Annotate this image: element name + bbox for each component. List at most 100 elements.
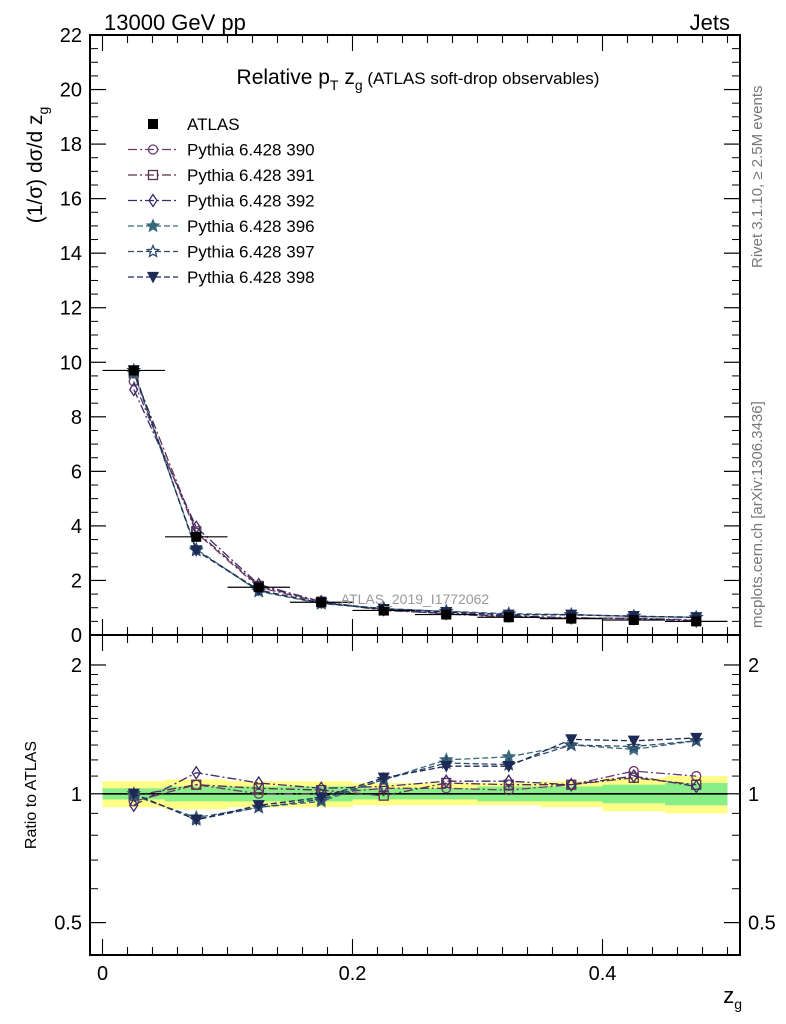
ratio-series-marker	[502, 761, 515, 773]
ratio-series-group	[126, 732, 704, 827]
x-tick-label: 0.4	[589, 963, 617, 985]
legend-label: Pythia 6.428 392	[187, 192, 315, 211]
ratio-series-marker	[565, 734, 578, 746]
ratio-series-marker	[628, 768, 639, 784]
ratio-series-marker	[315, 792, 328, 804]
header-right: Jets	[690, 10, 730, 35]
x-tick-label: 0.2	[339, 963, 367, 985]
legend-data-marker	[148, 119, 158, 129]
ratio-series-marker	[127, 788, 140, 801]
ratio-series-marker	[253, 783, 264, 794]
main-series-5	[126, 362, 704, 624]
ratio-series-marker	[253, 775, 264, 791]
main-y-tick-label: 6	[71, 461, 82, 483]
main-data-points	[102, 365, 728, 627]
ratio-series-marker	[440, 761, 453, 773]
ratio-series-marker	[503, 774, 514, 789]
ratio-y-tick-label: 0.5	[54, 913, 82, 935]
main-y-tick-label: 2	[71, 570, 82, 592]
ratio-series-marker	[378, 790, 389, 801]
x-axis-label: zg	[723, 983, 742, 1012]
ratio-series-6	[127, 732, 703, 827]
legend-label: Pythia 6.428 391	[187, 166, 315, 185]
ratio-series-marker	[691, 779, 702, 794]
ratio-series-marker	[190, 814, 203, 827]
main-series-2	[128, 368, 702, 626]
legend-label: Pythia 6.428 390	[187, 141, 315, 160]
analysis-watermark: ATLAS_2019_I1772062	[341, 591, 490, 607]
main-y-tick-label: 18	[60, 134, 82, 156]
legend-marker	[145, 243, 161, 258]
ratio-series-marker	[627, 735, 640, 748]
legend-entry-3: Pythia 6.428 392	[128, 192, 315, 211]
ratio-y-tick-label-right: 0.5	[748, 913, 776, 935]
ratio-series-marker	[503, 779, 514, 790]
ratio-series-marker	[690, 732, 703, 745]
main-title: Relative pT zg (ATLAS soft-drop observab…	[237, 66, 600, 93]
ratio-y-axis-label: Ratio to ATLAS	[23, 741, 40, 849]
main-series-line	[133, 370, 697, 619]
main-x-ticks	[101, 35, 729, 635]
main-series-group	[102, 362, 728, 628]
main-y-tick-label: 16	[60, 189, 82, 211]
ratio-series-marker	[626, 738, 642, 753]
legend-label: Pythia 6.428 397	[187, 243, 315, 262]
header-left: 13000 GeV pp	[104, 10, 246, 35]
legend-entry-5: Pythia 6.428 397	[128, 243, 315, 262]
ratio-series-marker	[503, 784, 514, 796]
ratio-series-marker	[441, 783, 452, 794]
ratio-series-line	[133, 777, 697, 797]
ratio-series-line	[133, 740, 697, 819]
main-series-marker	[190, 545, 203, 557]
main-y-tick-label: 12	[60, 298, 82, 320]
ratio-series-marker	[128, 798, 139, 813]
main-y-tick-label: 8	[71, 407, 82, 429]
ratio-y-tick-label-right: 2	[748, 655, 759, 677]
ratio-series-marker	[566, 777, 577, 792]
main-y-tick-label: 20	[60, 80, 82, 102]
main-series-line	[133, 372, 697, 618]
legend-marker	[146, 271, 160, 284]
main-series-line	[133, 370, 697, 618]
ratio-series-marker	[441, 774, 452, 789]
ratio-y-tick-label: 1	[71, 784, 82, 806]
ratio-series-2	[128, 772, 702, 801]
ratio-y-tick-label: 2	[71, 655, 82, 677]
legend-label: Pythia 6.428 398	[187, 268, 315, 287]
ratio-series-marker	[628, 765, 639, 777]
rivet-version-text: Rivet 3.1.10, ≥ 2.5M events	[749, 86, 766, 269]
ratio-panel-frame	[89, 634, 741, 956]
ratio-series-line	[133, 737, 697, 821]
legend-entry-4: Pythia 6.428 396	[128, 217, 315, 236]
main-y-tick-label: 4	[71, 516, 82, 538]
ratio-series-marker	[377, 772, 390, 785]
main-y-ticks: 0 2 4 6 8 10 12 14 16 18 20 22	[60, 25, 740, 647]
ratio-series-line	[133, 770, 697, 803]
main-series-line	[133, 381, 697, 621]
ratio-series-marker	[563, 737, 579, 752]
main-y-tick-label: 10	[60, 352, 82, 374]
ratio-series-3	[128, 765, 702, 813]
main-series-6	[127, 365, 703, 624]
main-series-4	[126, 365, 704, 624]
legend-entry-1: Pythia 6.428 390	[128, 141, 315, 160]
ratio-y-tick-label-right: 1	[748, 784, 759, 806]
ratio-series-line	[133, 772, 697, 806]
legend-data-label: ATLAS	[187, 115, 240, 134]
main-series-1	[128, 376, 702, 626]
legend-marker	[145, 218, 161, 233]
legend-marker	[148, 193, 158, 208]
ratio-x-ticks: 0 0.2 0.4	[97, 635, 729, 985]
legend-marker	[147, 169, 159, 181]
ratio-series-marker	[191, 779, 202, 790]
main-series-line	[133, 389, 697, 622]
main-y-tick-label: 14	[60, 243, 82, 265]
main-y-tick-label: 0	[71, 625, 82, 647]
main-series-line	[133, 372, 697, 622]
ratio-series-marker	[252, 800, 265, 812]
main-y-tick-label: 22	[60, 25, 82, 47]
main-series-marker	[128, 382, 139, 397]
legend-label: Pythia 6.428 396	[187, 217, 315, 236]
legend-entry-6: Pythia 6.428 398	[128, 268, 315, 287]
